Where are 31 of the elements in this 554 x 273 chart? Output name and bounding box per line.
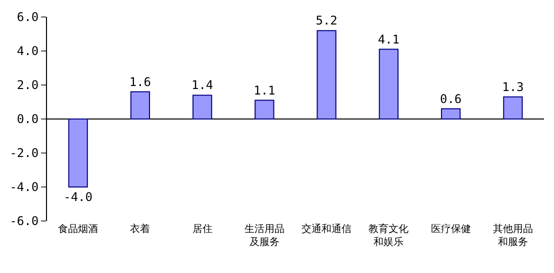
bar xyxy=(316,30,336,120)
x-tick-label: 交通和通信 xyxy=(302,223,352,235)
bar xyxy=(503,96,523,120)
x-tick-label: 食品烟酒 xyxy=(58,223,98,235)
x-tick-label: 医疗保健 xyxy=(430,223,471,235)
y-tick-label: -4.0 xyxy=(10,180,39,194)
data-label: 0.6 xyxy=(440,92,462,106)
bar xyxy=(254,100,274,120)
y-tick-label: 2.0 xyxy=(16,78,39,92)
x-tick-label: 教育文化和娱乐 xyxy=(368,223,409,248)
x-tick-label: 生活用品及服务 xyxy=(244,223,284,248)
bar xyxy=(130,91,150,120)
data-label: 4.1 xyxy=(378,32,400,46)
data-label: 1.1 xyxy=(254,83,276,98)
y-tick-label: 6.0 xyxy=(16,10,39,24)
y-tick-label: -6.0 xyxy=(10,214,39,228)
bar xyxy=(440,108,461,120)
bar xyxy=(378,48,399,120)
data-label: -4.0 xyxy=(64,190,93,204)
y-tick-label: -2.0 xyxy=(10,146,39,160)
y-tick-label: 0.0 xyxy=(16,112,39,126)
y-tick-label: 4.0 xyxy=(16,44,39,58)
bar xyxy=(68,118,88,188)
x-tick-label: 其他用品和服务 xyxy=(492,223,533,248)
x-tick-label: 衣着 xyxy=(130,223,150,235)
data-label: 1.6 xyxy=(129,74,152,89)
bar xyxy=(192,94,212,120)
data-label: 5.2 xyxy=(316,14,338,28)
x-tick-label: 居住 xyxy=(192,224,212,235)
data-label: 1.4 xyxy=(191,78,214,92)
data-label: 1.3 xyxy=(502,80,524,94)
